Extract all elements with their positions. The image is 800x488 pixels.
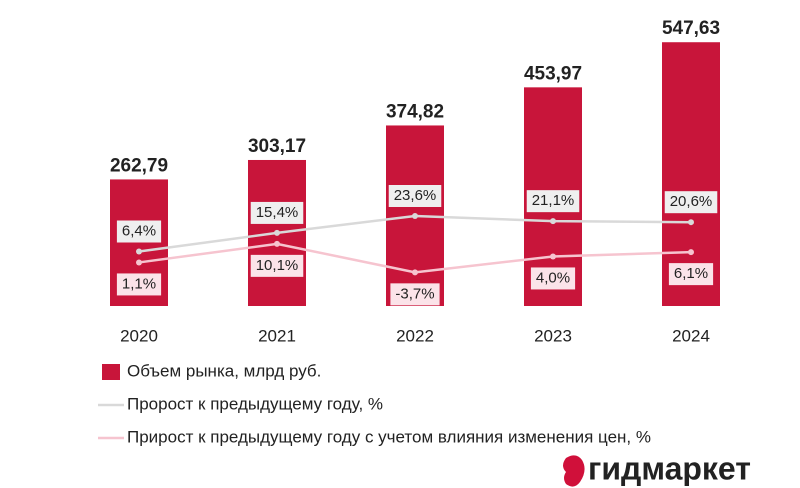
x-tick-label: 2020 xyxy=(120,326,158,345)
value-label-box xyxy=(116,273,162,296)
value-label-box xyxy=(530,267,576,290)
line-point xyxy=(274,240,280,247)
line-value-label: 21,1% xyxy=(532,192,575,209)
value-label-box xyxy=(390,283,440,306)
line-point xyxy=(688,249,694,256)
line-value-label: -3,7% xyxy=(395,285,434,302)
legend-label: Объем рынка, млрд руб. xyxy=(127,361,321,380)
value-label-box xyxy=(388,184,442,207)
value-label-box xyxy=(250,201,304,224)
logo-icon xyxy=(563,455,585,487)
legend-label: Прирост к предыдущему году с учетом влия… xyxy=(127,427,651,446)
bar-value-label: 547,63 xyxy=(662,18,720,39)
line-value-label: 20,6% xyxy=(670,193,713,210)
x-tick-label: 2021 xyxy=(258,326,296,345)
value-label-box xyxy=(116,220,162,243)
value-label-box xyxy=(250,254,304,277)
logo-text: гидмаркет xyxy=(588,450,751,486)
line-point xyxy=(136,248,142,255)
legend-swatch xyxy=(102,364,120,380)
bar-value-label: 303,17 xyxy=(248,136,306,157)
line-value-label: 6,1% xyxy=(674,265,708,282)
line-value-label: 23,6% xyxy=(394,187,437,204)
line-point xyxy=(688,219,694,226)
line-value-label: 4,0% xyxy=(536,269,570,286)
value-label-box xyxy=(668,263,714,286)
bar-value-label: 262,79 xyxy=(110,155,168,176)
x-tick-label: 2022 xyxy=(396,326,434,345)
line-value-label: 6,4% xyxy=(122,222,156,239)
line-point xyxy=(274,229,280,236)
line-point xyxy=(136,259,142,266)
line-value-label: 10,1% xyxy=(256,257,299,274)
legend-label: Пророст к предыдущему году, % xyxy=(127,394,383,413)
bar xyxy=(662,42,720,306)
line-point xyxy=(550,218,556,225)
bar-value-label: 453,97 xyxy=(524,63,582,84)
line-value-label: 1,1% xyxy=(122,275,156,292)
bar-value-label: 374,82 xyxy=(386,101,444,122)
line-point xyxy=(412,212,418,219)
line-point xyxy=(412,269,418,276)
value-label-box xyxy=(526,190,580,213)
value-label-box xyxy=(664,191,718,214)
x-tick-label: 2023 xyxy=(534,326,572,345)
line-point xyxy=(550,253,556,260)
line-value-label: 15,4% xyxy=(256,204,299,221)
x-tick-label: 2024 xyxy=(672,326,710,345)
